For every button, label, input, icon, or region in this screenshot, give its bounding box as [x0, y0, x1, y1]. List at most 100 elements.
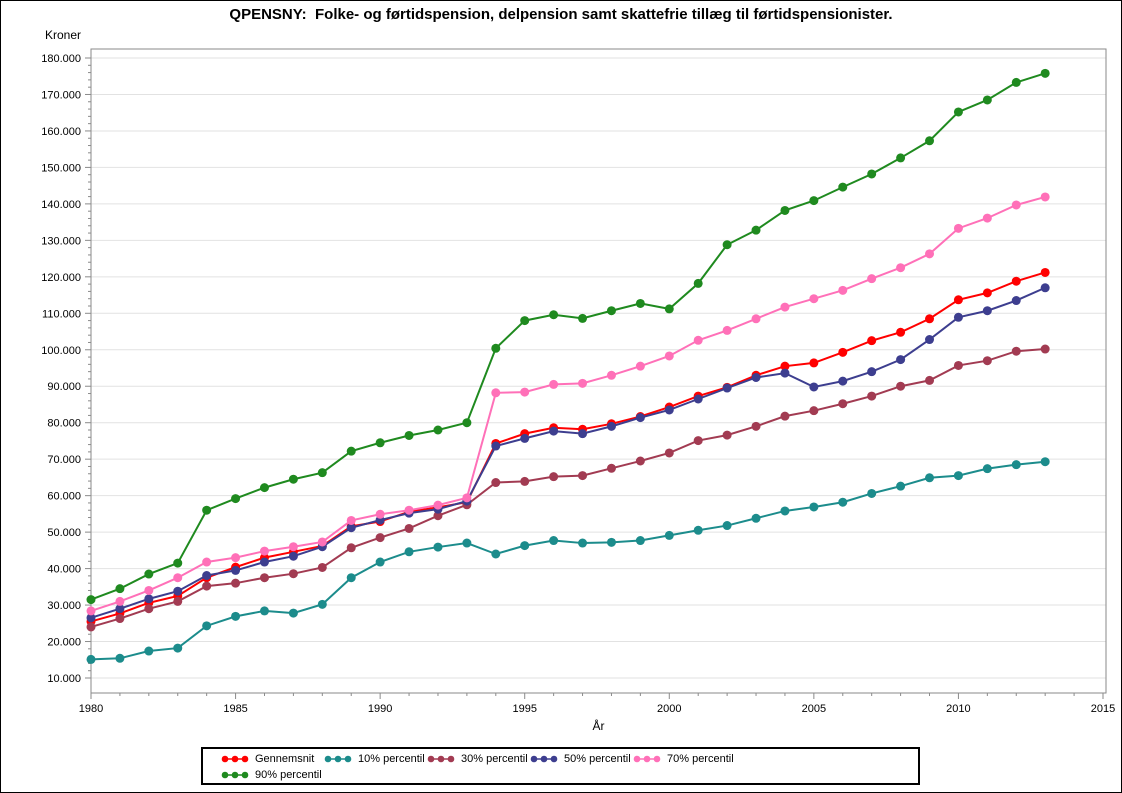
series-point-70-percentil	[635, 361, 645, 371]
series-point-30-percentil	[838, 399, 848, 409]
series-point-30-percentil	[606, 463, 616, 473]
series-point-30-percentil	[288, 569, 298, 579]
series-point-30-percentil	[202, 581, 212, 591]
series-point-10-percentil	[925, 473, 935, 483]
series-point-90-percentil	[780, 205, 790, 215]
series-point-90-percentil	[231, 494, 241, 504]
series-point-90-percentil	[664, 304, 674, 314]
series-point-90-percentil	[693, 278, 703, 288]
series-point-90-percentil	[433, 425, 443, 435]
series-point-70-percentil	[693, 335, 703, 345]
series-point-70-percentil	[578, 378, 588, 388]
series-point-70-percentil	[549, 379, 559, 389]
series-point-30-percentil	[635, 456, 645, 466]
series-point-90-percentil	[346, 446, 356, 456]
legend-item-30-percentil: 30% percentil	[426, 753, 529, 765]
series-point-90-percentil	[751, 225, 761, 235]
y-tick-label: 20.000	[47, 637, 81, 649]
series-point-50-percentil	[1040, 283, 1050, 293]
series-point-50-percentil	[982, 306, 992, 316]
series-point-50-percentil	[635, 413, 645, 423]
legend-item-90-percentil: 90% percentil	[220, 769, 323, 781]
series-point-50-percentil	[953, 312, 963, 322]
series-point-50-percentil	[809, 382, 819, 392]
series-point-10-percentil	[606, 537, 616, 547]
series-point-30-percentil	[1011, 346, 1021, 356]
series-point-50-percentil	[549, 426, 559, 436]
series-point-10-percentil	[288, 608, 298, 618]
series-point-10-percentil	[1011, 460, 1021, 470]
series-point-90-percentil	[1011, 77, 1021, 87]
series-point-50-percentil	[867, 367, 877, 377]
series-point-30-percentil	[317, 562, 327, 572]
series-point-70-percentil	[433, 500, 443, 510]
series-point-90-percentil	[809, 196, 819, 206]
legend-label: 70% percentil	[667, 753, 734, 765]
series-point-70-percentil	[1011, 200, 1021, 210]
legend-label: 30% percentil	[461, 753, 528, 765]
series-point-70-percentil	[288, 542, 298, 552]
series-point-90-percentil	[606, 306, 616, 316]
series-point-10-percentil	[722, 521, 732, 531]
series-point-50-percentil	[1011, 296, 1021, 306]
series-point-10-percentil	[982, 464, 992, 474]
legend-marker-30-percentil-icon	[427, 755, 455, 763]
series-point-30-percentil	[722, 430, 732, 440]
series-point-70-percentil	[317, 537, 327, 547]
series-point-30-percentil	[144, 604, 154, 614]
series-point-90-percentil	[982, 95, 992, 105]
series-point-70-percentil	[491, 388, 501, 398]
series-point-10-percentil	[1040, 457, 1050, 467]
series-point-50-percentil	[86, 613, 96, 623]
series-point-10-percentil	[838, 497, 848, 507]
series-point-90-percentil	[520, 316, 530, 326]
plot-frame	[90, 48, 1107, 694]
chart-title: QPENSNY: Folke- og førtidspension, delpe…	[229, 6, 893, 23]
series-point-10-percentil	[491, 549, 501, 559]
series-point-10-percentil	[520, 541, 530, 551]
series-point-70-percentil	[751, 314, 761, 324]
series-point-90-percentil	[462, 418, 472, 428]
series-point-70-percentil	[867, 274, 877, 284]
series-point-gennemsnit	[982, 288, 992, 298]
series-point-90-percentil	[288, 474, 298, 484]
series-point-30-percentil	[173, 596, 183, 606]
legend-row: 90% percentil	[220, 767, 918, 783]
y-tick-label: 170.000	[41, 89, 81, 101]
series-point-30-percentil	[953, 360, 963, 370]
y-tick-label: 140.000	[41, 199, 81, 211]
series-point-70-percentil	[896, 263, 906, 273]
series-point-30-percentil	[982, 356, 992, 366]
series-point-50-percentil	[838, 376, 848, 386]
series-point-10-percentil	[259, 606, 269, 616]
series-point-10-percentil	[664, 530, 674, 540]
series-point-10-percentil	[809, 502, 819, 512]
series-point-gennemsnit	[780, 361, 790, 371]
legend-marker-90-percentil-icon	[221, 771, 249, 779]
series-point-50-percentil	[202, 571, 212, 581]
series-point-90-percentil	[404, 430, 414, 440]
x-tick-label: 2010	[946, 703, 970, 715]
series-point-10-percentil	[173, 643, 183, 653]
series-point-30-percentil	[925, 375, 935, 385]
series-point-70-percentil	[520, 387, 530, 397]
legend-label: 50% percentil	[564, 753, 631, 765]
series-point-90-percentil	[202, 505, 212, 515]
series-point-70-percentil	[462, 493, 472, 503]
x-tick-label: 2005	[802, 703, 826, 715]
series-point-90-percentil	[173, 558, 183, 568]
legend-label: 10% percentil	[358, 753, 425, 765]
legend-item-gennemsnit: Gennemsnit	[220, 753, 323, 765]
series-point-30-percentil	[664, 448, 674, 458]
series-point-50-percentil	[664, 405, 674, 415]
series-point-30-percentil	[259, 573, 269, 583]
series-point-10-percentil	[375, 557, 385, 567]
series-point-50-percentil	[259, 557, 269, 567]
series-point-70-percentil	[86, 606, 96, 616]
series-point-70-percentil	[202, 557, 212, 567]
series-point-90-percentil	[375, 438, 385, 448]
series-point-90-percentil	[144, 569, 154, 579]
series-point-90-percentil	[722, 240, 732, 250]
series-point-50-percentil	[491, 441, 501, 451]
series-point-70-percentil	[404, 505, 414, 515]
